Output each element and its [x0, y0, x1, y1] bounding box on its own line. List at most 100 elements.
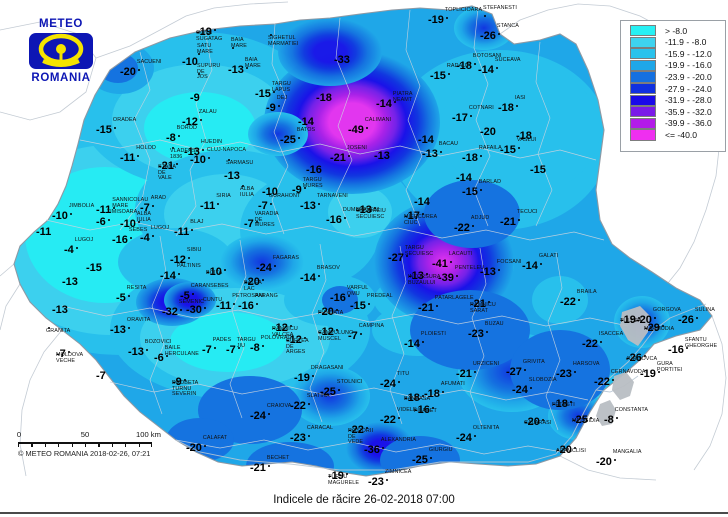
station-value: -20 — [244, 276, 260, 288]
station-value: -25 — [280, 134, 296, 146]
station-name: GURA PORTITEI — [656, 361, 683, 373]
station-label: -15 RADAUTI — [430, 63, 471, 84]
station-label: -23 BUZAU — [468, 321, 504, 342]
station-marker-icon — [165, 355, 168, 358]
station-marker-icon — [447, 73, 451, 76]
station-marker-icon — [213, 347, 216, 350]
station-name: MAHMUDIA — [644, 326, 675, 332]
station-marker-icon — [113, 127, 117, 130]
station-value: -18 — [498, 102, 514, 114]
station-label: -20 BALEA LAC — [244, 272, 265, 292]
station-name: PALTINIS — [176, 263, 201, 269]
station-marker-icon — [183, 379, 186, 382]
station-name: TULCEA — [620, 318, 642, 324]
station-marker-icon — [473, 371, 477, 374]
legend-label: -15.9 - -12.0 — [665, 48, 712, 59]
station-marker-icon — [615, 417, 618, 420]
station-name: HOLOD — [136, 145, 156, 151]
station-value: -13 — [422, 148, 438, 160]
station-name: CARANSEBES — [190, 283, 229, 289]
station-name: SUCEAVA — [494, 57, 521, 63]
legend-swatch — [630, 25, 656, 37]
station-name: PARANG — [254, 293, 278, 299]
station-label: -19 OCNA SUGATAG — [196, 22, 222, 42]
station-marker-icon — [445, 17, 449, 20]
station-value: -10 — [52, 210, 68, 222]
station-value: -9 — [190, 92, 200, 104]
station-label: -25 GIURGIU — [412, 447, 453, 468]
station-marker-icon — [661, 325, 665, 328]
station-marker-icon — [637, 317, 641, 320]
station-value: -18 — [404, 392, 420, 404]
station-label: -9 DROBETA TURNU SEVERIN — [172, 372, 198, 397]
station-marker-icon — [317, 275, 321, 278]
station-marker-icon — [657, 371, 661, 374]
station-marker-icon — [484, 15, 487, 18]
station-value: -19 — [328, 470, 344, 482]
station-name: BRAILA — [576, 289, 597, 295]
scale-label-mid: 50 — [80, 430, 90, 439]
station-name: BALEA LAC — [244, 280, 262, 292]
station-value: -12 — [182, 116, 198, 128]
station-value: -19 — [620, 314, 636, 326]
legend-label: <= -40.0 — [665, 130, 698, 140]
station-name: ALEXANDRIA — [380, 437, 417, 443]
station-name: PATARLAGELE — [434, 295, 474, 301]
station-label: -13 ORAVITA — [110, 317, 150, 338]
station-label: -19 DRAGASANI — [294, 365, 343, 386]
station-label: -13 ODORHEIU SECUIESC — [356, 200, 386, 220]
station-value: -10 — [182, 56, 198, 68]
station-value: -11 — [200, 200, 216, 212]
station-label: -25 STOLNICI — [320, 379, 362, 400]
station-marker-icon — [69, 213, 73, 216]
station-value: -16 — [306, 164, 322, 176]
station-marker-icon — [177, 135, 180, 138]
station-value: -11 — [96, 204, 112, 216]
station-marker-icon — [497, 269, 501, 272]
station-name: SLATINA — [306, 393, 330, 399]
station-label: -11 BLAJ — [174, 219, 203, 240]
station-name: FILARET — [414, 408, 437, 414]
station-name: BARLAD — [478, 179, 502, 185]
station-label: -18 — [316, 88, 332, 106]
station-value: -8 — [166, 132, 176, 144]
station-value: -13 — [224, 170, 240, 182]
station-name: STANCA — [496, 23, 519, 29]
station-name: BRASOV — [316, 265, 340, 271]
station-value: -24 — [512, 384, 528, 396]
station-name: VASLUI — [516, 137, 537, 143]
station-value: -10 — [190, 154, 206, 166]
station-value: -16 — [238, 300, 254, 312]
logo-word-romania: ROMANIA — [31, 72, 91, 84]
station-marker-icon — [429, 457, 433, 460]
station-label: -22 VIDELE — [380, 407, 417, 428]
station-marker-icon — [151, 205, 154, 208]
station-marker-icon — [127, 295, 130, 298]
station-marker-icon — [177, 273, 181, 276]
station-label: -27 TARGU SECUIESC — [388, 245, 433, 266]
station-label: -17 MIERCUREA CIUC — [404, 206, 437, 226]
station-value: -13 — [480, 266, 496, 278]
station-name: ODORHEIU SECUIESC — [356, 208, 386, 220]
station-value: -18 — [462, 152, 478, 164]
station-label: -19 TOPLICIOARA — [428, 7, 482, 28]
station-label: -14 BRASOV — [300, 265, 340, 286]
station-marker-icon — [199, 119, 203, 122]
station-marker-icon — [203, 307, 207, 310]
station-label: -21 TECUCI — [500, 209, 537, 230]
station-value: -25 — [412, 454, 428, 466]
station-label: -13 FOCSANI — [480, 259, 521, 280]
station-value: -36 — [364, 444, 380, 456]
station-label: -10 — [182, 52, 198, 70]
station-value: -14 — [300, 272, 316, 284]
station-name: CALAFAT — [202, 435, 228, 441]
station-name: ORAVITA — [126, 317, 151, 323]
station-value: -10 — [120, 218, 136, 230]
station-label: -23 ZIMNICEA — [368, 469, 411, 490]
station-label: -23 CARACAL — [290, 425, 333, 446]
scale-label-zero: 0 — [16, 430, 22, 439]
copyright-text: © METEO ROMANIA 2018-02-26, 07:21 — [18, 449, 151, 458]
station-value: -12 — [318, 326, 334, 338]
station-marker-icon — [223, 269, 227, 272]
